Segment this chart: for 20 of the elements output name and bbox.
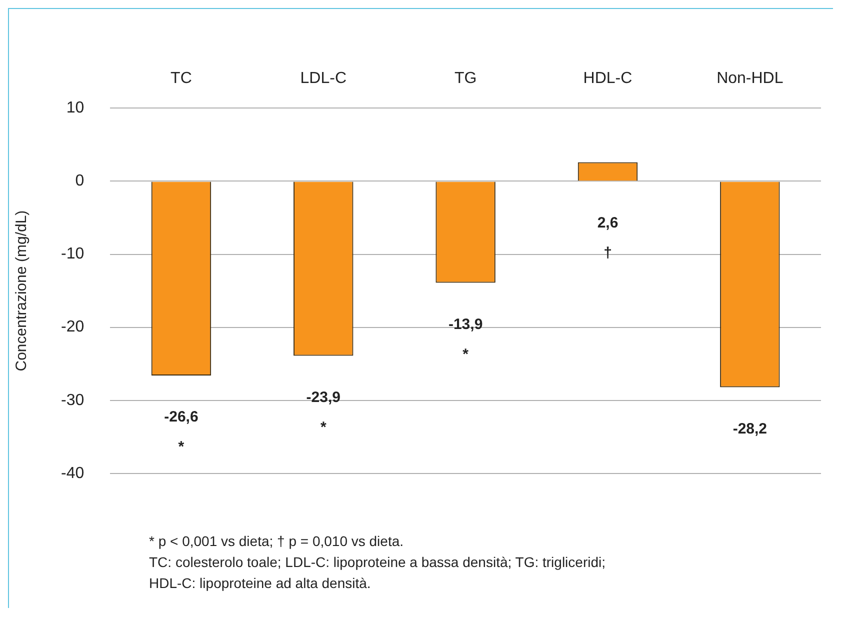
y-tick-label: 10 [66,100,84,117]
text: HDL-C: lipoproteine ad alta densità. [149,574,372,593]
data-label: -13,9 * [448,316,483,363]
data-label: -23,9 * [306,388,340,436]
data-label: -26,6 * [164,408,198,456]
x-tick-label: LDL-C [300,70,347,88]
x-tick-label: TG [454,70,477,88]
y-axis-title: Concentrazione (mg/dL) [13,210,30,372]
y-tick-label: -40 [61,464,84,482]
x-tick-label: Non-HDL [716,70,784,88]
y-tick-label: 0 [75,172,84,190]
y-tick-label: -20 [61,318,84,336]
text: TC: colesterolo toale; LDL-C: lipoproteine a bassa densità; TG: trigliceridi; [149,553,607,572]
y-tick-label: -10 [61,246,84,263]
text: * p < 0,001 vs dieta; † p = 0,010 vs dieta. [149,532,405,551]
x-tick-label: HDL-C [583,70,632,88]
data-label: -28,2 [732,420,768,438]
x-tick-label: TC [170,70,192,88]
y-tick-label: -30 [61,392,84,409]
data-label: 2,6 † [597,214,618,262]
